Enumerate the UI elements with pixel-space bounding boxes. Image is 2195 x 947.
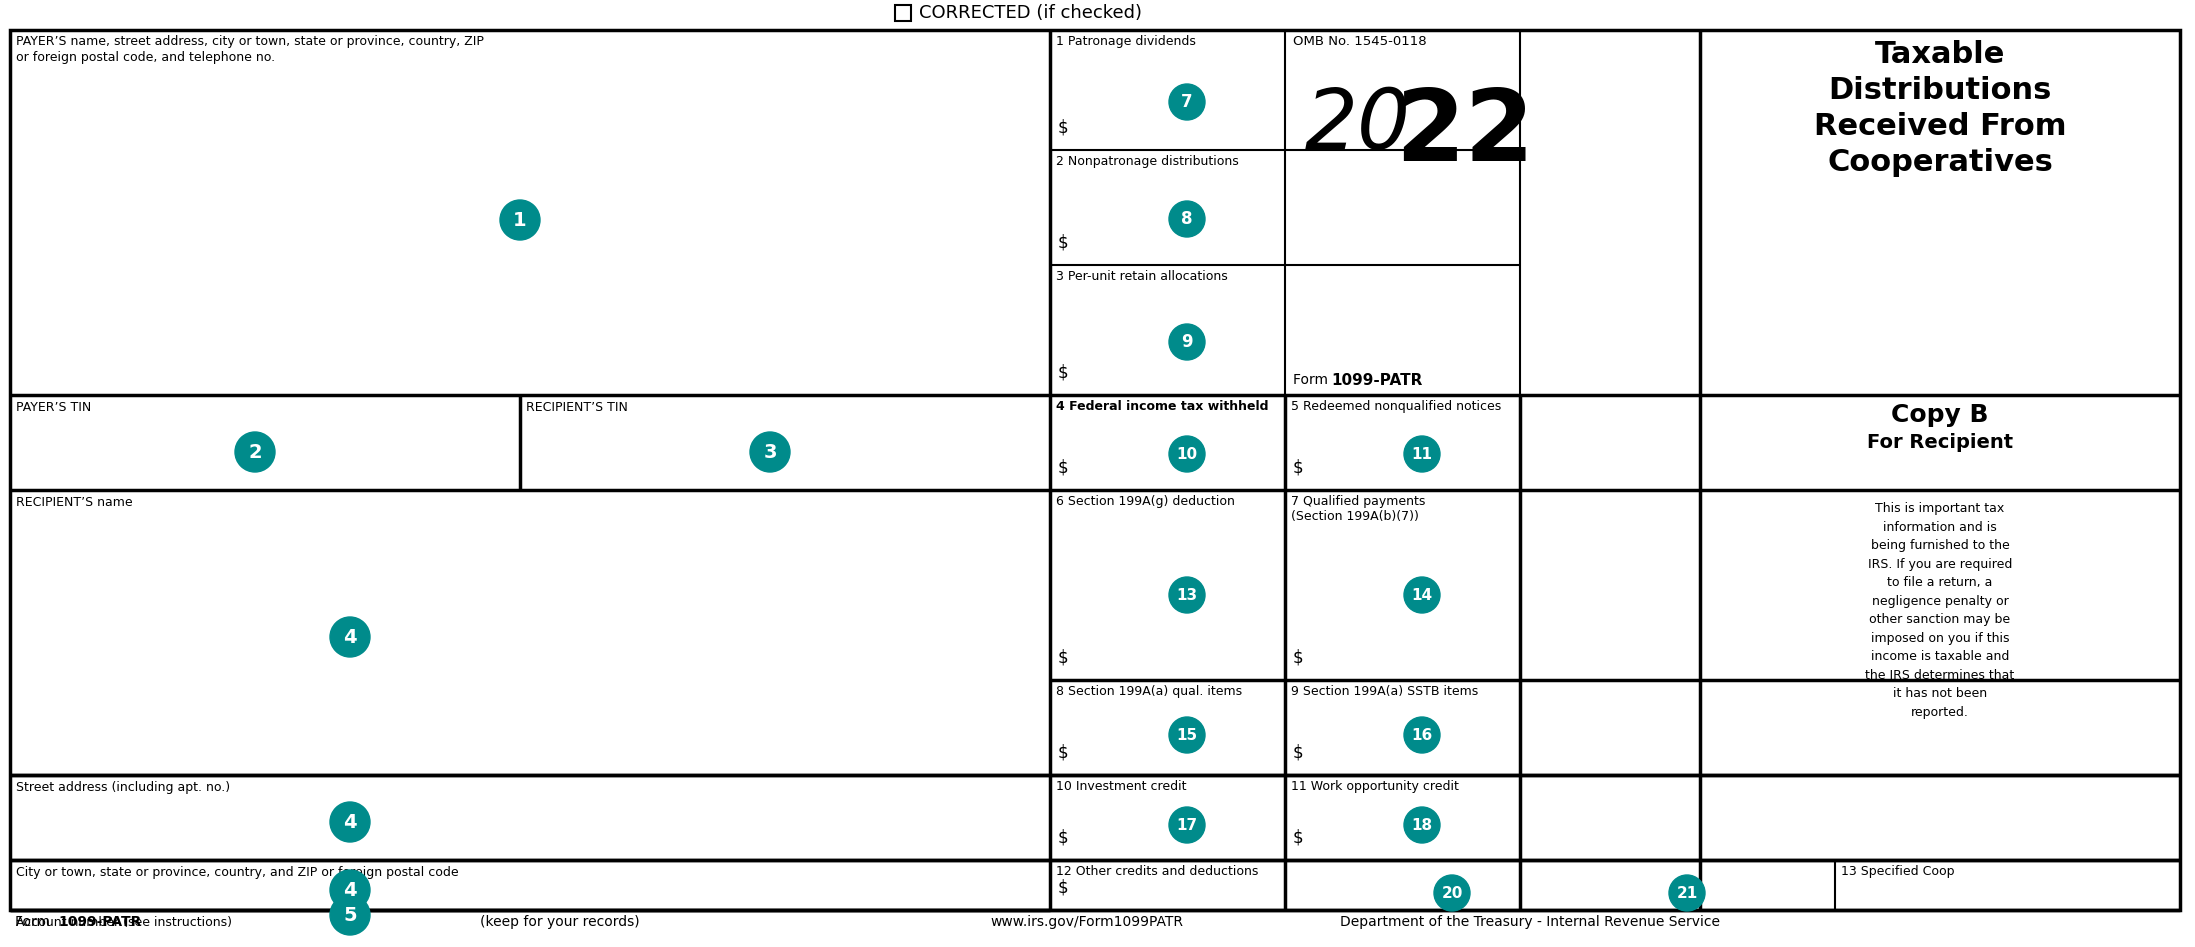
Text: $: $ bbox=[1058, 363, 1069, 381]
Circle shape bbox=[1170, 577, 1205, 613]
Text: 13: 13 bbox=[1177, 587, 1198, 602]
Circle shape bbox=[1405, 577, 1440, 613]
Circle shape bbox=[1170, 717, 1205, 753]
Text: 11: 11 bbox=[1411, 446, 1433, 461]
Text: RECIPIENT’S name: RECIPIENT’S name bbox=[15, 496, 132, 509]
Text: Form: Form bbox=[1293, 373, 1332, 387]
Text: 1 Patronage dividends: 1 Patronage dividends bbox=[1056, 35, 1196, 48]
Text: www.irs.gov/Form1099PATR: www.irs.gov/Form1099PATR bbox=[990, 915, 1183, 929]
Text: 9: 9 bbox=[1181, 333, 1192, 351]
Circle shape bbox=[1170, 84, 1205, 120]
Text: PAYER’S TIN: PAYER’S TIN bbox=[15, 401, 92, 414]
Text: Street address (including apt. no.): Street address (including apt. no.) bbox=[15, 781, 230, 794]
Text: (keep for your records): (keep for your records) bbox=[481, 915, 639, 929]
Text: 12 Other credits and deductions: 12 Other credits and deductions bbox=[1056, 865, 1258, 878]
Text: Form: Form bbox=[15, 915, 55, 929]
Text: $: $ bbox=[1058, 233, 1069, 251]
Circle shape bbox=[235, 432, 274, 472]
Text: 21: 21 bbox=[1677, 885, 1697, 901]
Text: 20: 20 bbox=[1306, 85, 1411, 166]
Text: $: $ bbox=[1293, 458, 1304, 476]
Text: $: $ bbox=[1058, 743, 1069, 761]
Text: (Section 199A(b)(7)): (Section 199A(b)(7)) bbox=[1291, 510, 1418, 523]
Circle shape bbox=[1170, 324, 1205, 360]
Text: 11 Work opportunity credit: 11 Work opportunity credit bbox=[1291, 780, 1460, 793]
Text: $: $ bbox=[1058, 828, 1069, 846]
Circle shape bbox=[1405, 717, 1440, 753]
Text: 16: 16 bbox=[1411, 727, 1433, 742]
Text: 22: 22 bbox=[1396, 85, 1534, 182]
Text: 14: 14 bbox=[1411, 587, 1433, 602]
Circle shape bbox=[1405, 807, 1440, 843]
Text: $: $ bbox=[1058, 118, 1069, 136]
Text: 9 Section 199A(a) SSTB items: 9 Section 199A(a) SSTB items bbox=[1291, 685, 1477, 698]
Text: 3: 3 bbox=[764, 442, 777, 461]
Text: 10 Investment credit: 10 Investment credit bbox=[1056, 780, 1187, 793]
Circle shape bbox=[1433, 875, 1471, 911]
Text: $: $ bbox=[1293, 648, 1304, 666]
Circle shape bbox=[1170, 436, 1205, 472]
Text: 4 Federal income tax withheld: 4 Federal income tax withheld bbox=[1056, 400, 1269, 413]
Text: 15: 15 bbox=[1177, 727, 1198, 742]
Text: 8 Section 199A(a) qual. items: 8 Section 199A(a) qual. items bbox=[1056, 685, 1242, 698]
Text: 4: 4 bbox=[342, 813, 358, 831]
Text: 7 Qualified payments: 7 Qualified payments bbox=[1291, 495, 1425, 508]
Circle shape bbox=[329, 895, 371, 935]
Text: 1: 1 bbox=[514, 210, 527, 229]
Text: Copy B: Copy B bbox=[1892, 403, 1989, 427]
Text: Department of the Treasury - Internal Revenue Service: Department of the Treasury - Internal Re… bbox=[1339, 915, 1721, 929]
Text: OMB No. 1545-0118: OMB No. 1545-0118 bbox=[1293, 35, 1427, 48]
Text: 7: 7 bbox=[1181, 93, 1192, 111]
Text: 6 Section 199A(g) deduction: 6 Section 199A(g) deduction bbox=[1056, 495, 1236, 508]
Text: or foreign postal code, and telephone no.: or foreign postal code, and telephone no… bbox=[15, 51, 274, 64]
Text: 13 Specified Coop: 13 Specified Coop bbox=[1842, 865, 1954, 878]
Text: RECIPIENT’S TIN: RECIPIENT’S TIN bbox=[527, 401, 628, 414]
Text: 8: 8 bbox=[1181, 210, 1192, 228]
Circle shape bbox=[1405, 436, 1440, 472]
Circle shape bbox=[1170, 201, 1205, 237]
Circle shape bbox=[329, 617, 371, 657]
Text: City or town, state or province, country, and ZIP or foreign postal code: City or town, state or province, country… bbox=[15, 866, 459, 879]
Text: This is important tax
information and is
being furnished to the
IRS. If you are : This is important tax information and is… bbox=[1866, 502, 2015, 719]
Text: 18: 18 bbox=[1411, 817, 1433, 832]
Text: Account number (see instructions): Account number (see instructions) bbox=[15, 916, 233, 929]
Bar bbox=[896, 5, 911, 21]
Text: 1099-PATR: 1099-PATR bbox=[57, 915, 140, 929]
Text: For Recipient: For Recipient bbox=[1868, 433, 2013, 452]
Text: 1099-PATR: 1099-PATR bbox=[1330, 373, 1422, 388]
Text: 4: 4 bbox=[342, 881, 358, 900]
Text: 5: 5 bbox=[342, 905, 358, 924]
Text: 2 Nonpatronage distributions: 2 Nonpatronage distributions bbox=[1056, 155, 1238, 168]
Text: 4: 4 bbox=[342, 628, 358, 647]
Circle shape bbox=[329, 802, 371, 842]
Text: $: $ bbox=[1293, 743, 1304, 761]
Circle shape bbox=[751, 432, 790, 472]
Text: 17: 17 bbox=[1177, 817, 1198, 832]
Circle shape bbox=[329, 870, 371, 910]
Text: 3 Per-unit retain allocations: 3 Per-unit retain allocations bbox=[1056, 270, 1227, 283]
Text: Taxable
Distributions
Received From
Cooperatives: Taxable Distributions Received From Coop… bbox=[1813, 40, 2065, 177]
Text: PAYER’S name, street address, city or town, state or province, country, ZIP: PAYER’S name, street address, city or to… bbox=[15, 35, 483, 48]
Text: 5 Redeemed nonqualified notices: 5 Redeemed nonqualified notices bbox=[1291, 400, 1501, 413]
Circle shape bbox=[1668, 875, 1706, 911]
Text: 10: 10 bbox=[1177, 446, 1198, 461]
Circle shape bbox=[1170, 807, 1205, 843]
Circle shape bbox=[500, 200, 540, 240]
Text: $: $ bbox=[1293, 828, 1304, 846]
Text: $: $ bbox=[1058, 648, 1069, 666]
Text: 2: 2 bbox=[248, 442, 261, 461]
Text: 20: 20 bbox=[1442, 885, 1462, 901]
Text: $: $ bbox=[1058, 878, 1069, 896]
Text: CORRECTED (if checked): CORRECTED (if checked) bbox=[920, 4, 1141, 22]
Text: $: $ bbox=[1058, 458, 1069, 476]
